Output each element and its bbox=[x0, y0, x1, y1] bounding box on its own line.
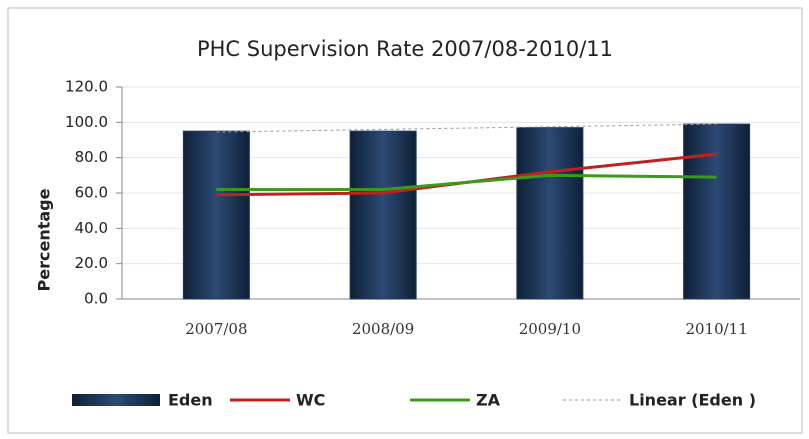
bar bbox=[683, 123, 751, 300]
x-tick-label: 2009/10 bbox=[519, 320, 581, 338]
y-tick-label: 20.0 bbox=[75, 254, 108, 272]
legend-swatch bbox=[72, 394, 160, 406]
y-tick-label: 60.0 bbox=[75, 184, 108, 202]
chart-title: PHC Supervision Rate 2007/08-2010/11 bbox=[197, 37, 613, 61]
legend-label: WC bbox=[296, 391, 325, 410]
bar bbox=[516, 127, 584, 300]
x-tick-label: 2008/09 bbox=[352, 320, 414, 338]
y-tick-label: 0.0 bbox=[84, 290, 108, 308]
legend-label: Linear (Eden ) bbox=[629, 391, 756, 410]
y-tick-label: 80.0 bbox=[75, 148, 108, 166]
bar bbox=[182, 130, 250, 300]
y-tick-label: 120.0 bbox=[65, 78, 108, 96]
line bbox=[216, 173, 717, 191]
y-tick-label: 100.0 bbox=[65, 113, 108, 131]
y-tick-label: 40.0 bbox=[75, 219, 108, 237]
x-tick-label: 2010/11 bbox=[685, 320, 747, 338]
trend-line bbox=[216, 123, 717, 133]
y-axis-label: Percentage bbox=[35, 188, 54, 291]
legend-label: ZA bbox=[476, 391, 501, 410]
bar bbox=[349, 130, 417, 300]
legend-label: Eden bbox=[168, 391, 213, 410]
x-tick-label: 2007/08 bbox=[185, 320, 247, 338]
